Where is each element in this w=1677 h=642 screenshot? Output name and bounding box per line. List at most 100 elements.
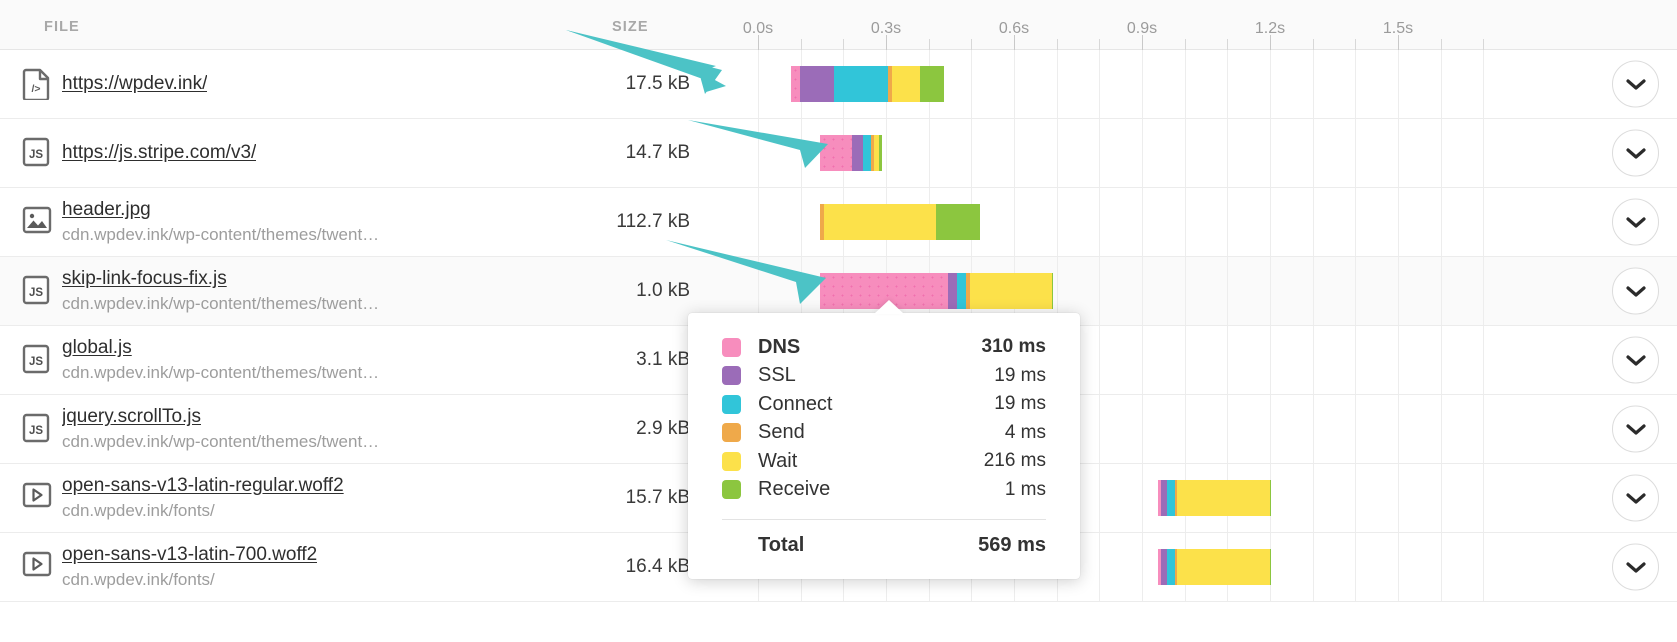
tooltip-entry-value: 4 ms xyxy=(1004,421,1046,443)
bar-segment-send xyxy=(888,66,892,102)
bar-segment-receive xyxy=(936,204,980,240)
file-link[interactable]: open-sans-v13-latin-700.woff2 xyxy=(62,543,318,565)
file-link[interactable]: jquery.scrollTo.js xyxy=(62,405,202,427)
bar-segment-ssl xyxy=(1161,549,1167,585)
file-link[interactable]: skip-link-focus-fix.js xyxy=(62,267,227,289)
gridline xyxy=(1355,395,1357,463)
waterfall-bar[interactable] xyxy=(820,135,882,171)
file-size: 17.5 kB xyxy=(625,73,690,94)
tooltip-entry-label: Connect xyxy=(758,392,833,415)
tooltip-entry-value: 19 ms xyxy=(994,364,1046,386)
row-expand-toggle[interactable] xyxy=(1612,129,1659,177)
file-link[interactable]: open-sans-v13-latin-regular.woff2 xyxy=(62,474,344,496)
axis-minor-tick xyxy=(1440,39,1442,50)
axis-minor-tick xyxy=(971,39,973,50)
gridline xyxy=(1398,188,1399,256)
table-row[interactable]: header.jpg cdn.wpdev.ink/wp-content/theme… xyxy=(0,188,1677,257)
tooltip-entry-label: Send xyxy=(758,421,805,444)
axis-tick-mark xyxy=(758,35,759,50)
gridline xyxy=(1270,326,1271,394)
file-link[interactable]: global.js xyxy=(62,336,132,358)
chevron-down-icon xyxy=(1625,216,1646,228)
axis-minor-tick xyxy=(928,39,930,50)
gridline xyxy=(1099,257,1101,325)
gridline xyxy=(1440,50,1442,118)
row-expand-toggle[interactable] xyxy=(1612,198,1659,246)
column-header-file: FILE xyxy=(44,19,80,35)
gridline xyxy=(1398,257,1399,325)
file-path: cdn.wpdev.ink/wp-content/themes/twent… xyxy=(62,294,380,314)
row-expand-toggle[interactable] xyxy=(1612,336,1659,384)
js-file-icon: JS xyxy=(22,137,52,169)
axis-tick-label: 1.5s xyxy=(1382,20,1414,37)
waterfall-bar[interactable] xyxy=(820,204,980,240)
axis-minor-tick xyxy=(1227,39,1229,50)
gridline xyxy=(886,119,887,187)
bar-segment-receive xyxy=(1270,480,1271,516)
gridline xyxy=(1099,533,1101,601)
waterfall-lane xyxy=(700,50,1590,118)
axis-minor-tick xyxy=(843,39,845,50)
row-expand-toggle[interactable] xyxy=(1612,267,1659,315)
bar-segment-wait xyxy=(1177,480,1270,516)
bar-segment-wait xyxy=(1177,549,1270,585)
file-cell: open-sans-v13-latin-700.woff2 cdn.wpdev.i… xyxy=(62,533,582,601)
bar-segment-ssl xyxy=(1161,480,1167,516)
svg-text:JS: JS xyxy=(29,287,43,299)
file-size: 16.4 kB xyxy=(625,556,690,577)
file-size: 14.7 kB xyxy=(625,142,690,163)
gridline xyxy=(1355,464,1357,532)
gridline xyxy=(1014,119,1015,187)
file-cell: jquery.scrollTo.js cdn.wpdev.ink/wp-conte… xyxy=(62,395,582,463)
gridline xyxy=(1184,395,1186,463)
bar-segment-connect xyxy=(863,135,871,171)
table-row[interactable]: JS https://js.stripe.com/v3/14.7 kB xyxy=(0,119,1677,188)
chevron-down-icon xyxy=(1625,285,1646,297)
tooltip-entry-value: 310 ms xyxy=(981,336,1046,358)
gridline xyxy=(800,188,802,256)
file-link[interactable]: https://js.stripe.com/v3/ xyxy=(62,141,257,163)
gridline xyxy=(1355,188,1357,256)
row-expand-toggle[interactable] xyxy=(1612,474,1659,522)
tooltip-entry-label: Receive xyxy=(758,478,831,501)
gridline xyxy=(1440,257,1442,325)
gridline xyxy=(1483,326,1485,394)
gridline xyxy=(1227,50,1229,118)
waterfall-lane xyxy=(700,257,1590,325)
file-path: cdn.wpdev.ink/fonts/ xyxy=(62,501,215,521)
legend-swatch-send xyxy=(722,423,741,443)
gridline xyxy=(1440,533,1442,601)
gridline xyxy=(1227,257,1229,325)
chevron-down-icon xyxy=(1625,423,1646,435)
gridline xyxy=(1014,188,1015,256)
gridline xyxy=(1184,188,1186,256)
gridline xyxy=(1483,533,1485,601)
svg-text:JS: JS xyxy=(29,425,43,437)
axis-minor-tick xyxy=(1483,39,1485,50)
bar-segment-connect xyxy=(834,66,888,102)
bar-segment-dns xyxy=(1158,549,1161,585)
image-file-icon xyxy=(22,206,52,238)
file-link[interactable]: header.jpg xyxy=(62,198,151,220)
gridline xyxy=(1398,326,1399,394)
js-file-icon: JS xyxy=(22,413,52,445)
tooltip-entry-label: Wait xyxy=(758,449,798,472)
gridline xyxy=(1056,119,1058,187)
bar-segment-receive xyxy=(1052,273,1053,309)
bar-segment-receive xyxy=(879,135,882,171)
row-expand-toggle[interactable] xyxy=(1612,405,1659,453)
waterfall-bar[interactable] xyxy=(820,273,1053,309)
waterfall-bar[interactable] xyxy=(791,66,944,102)
waterfall-bar[interactable] xyxy=(1158,549,1271,585)
row-expand-toggle[interactable] xyxy=(1612,60,1659,108)
tooltip-entry-value: 19 ms xyxy=(994,393,1046,415)
gridline xyxy=(1312,464,1314,532)
gridline xyxy=(1056,257,1058,325)
file-link[interactable]: https://wpdev.ink/ xyxy=(62,72,208,94)
waterfall-bar[interactable] xyxy=(1158,480,1271,516)
table-header: FILE SIZE 0.0s 0.3s 0.6s 0.9s 1.2s 1.5s xyxy=(0,0,1677,50)
row-expand-toggle[interactable] xyxy=(1612,543,1659,591)
bar-segment-dns xyxy=(820,135,852,171)
gridline xyxy=(971,50,973,118)
table-row[interactable]: /> https://wpdev.ink/17.5 kB xyxy=(0,50,1677,119)
